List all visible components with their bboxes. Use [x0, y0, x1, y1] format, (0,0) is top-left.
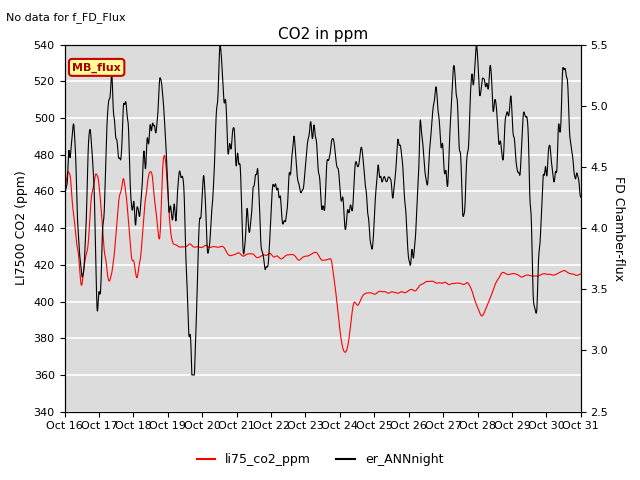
- Text: No data for f_FD_Flux: No data for f_FD_Flux: [6, 12, 126, 23]
- Text: MB_flux: MB_flux: [72, 62, 121, 72]
- Y-axis label: LI7500 CO2 (ppm): LI7500 CO2 (ppm): [15, 171, 28, 286]
- Legend: li75_co2_ppm, er_ANNnight: li75_co2_ppm, er_ANNnight: [191, 448, 449, 471]
- Y-axis label: FD Chamber-flux: FD Chamber-flux: [612, 176, 625, 281]
- Title: CO2 in ppm: CO2 in ppm: [278, 27, 368, 42]
